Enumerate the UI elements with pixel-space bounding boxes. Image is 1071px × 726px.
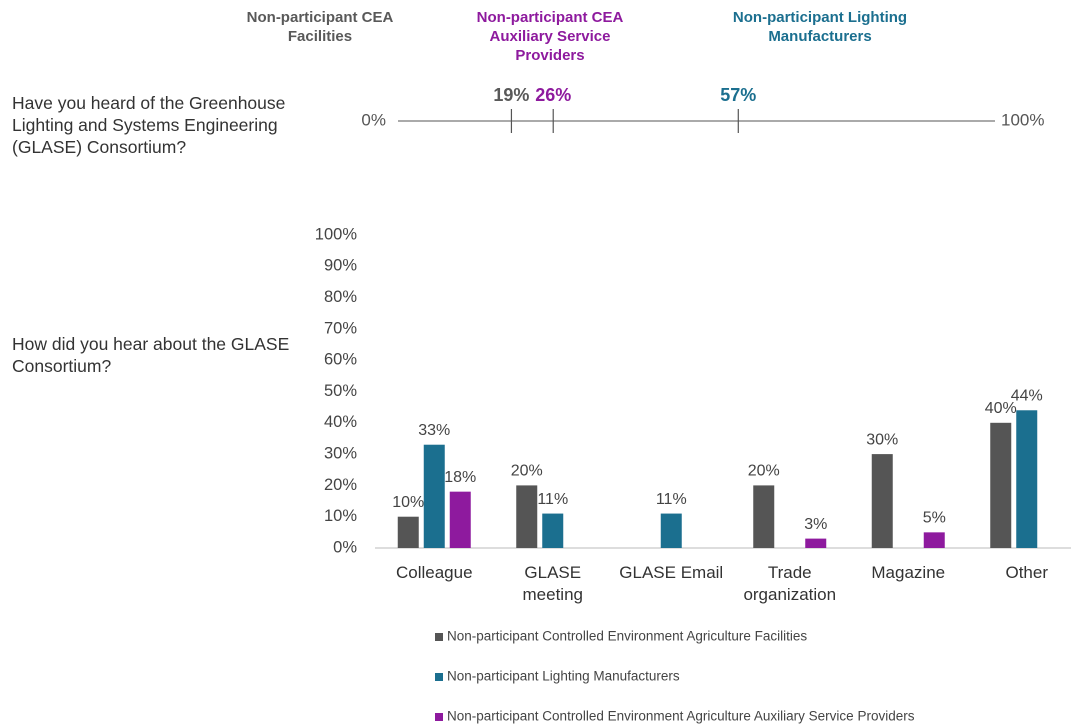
bar: [990, 422, 1012, 548]
value-label: 20%: [748, 463, 780, 480]
bar: [397, 516, 419, 548]
y-tick-label: 0%: [333, 538, 357, 556]
bar: [923, 532, 945, 548]
y-tick-label: 90%: [324, 257, 357, 275]
bar: [660, 513, 682, 548]
x-tick-label: GLASE Email: [619, 563, 724, 582]
x-tick-label: Colleague: [395, 563, 473, 582]
question-2: How did you hear about the GLASE Consort…: [12, 334, 290, 376]
value-label: 44%: [1011, 387, 1043, 404]
x-tick-label: 100%: [1001, 110, 1044, 129]
x-tick-label: Trade organization: [743, 563, 837, 604]
bar: [516, 485, 538, 548]
legend-label: Non-participant Controlled Environment A…: [447, 709, 915, 724]
value-label: 20%: [511, 463, 543, 480]
bar: [449, 491, 471, 548]
y-tick-label: 30%: [324, 444, 357, 462]
y-tick-label: 50%: [324, 382, 357, 400]
y-tick-label: 60%: [324, 351, 357, 369]
value-label: 19%: [493, 85, 529, 105]
legend-label: Non-participant Controlled Environment A…: [447, 629, 807, 644]
legend-swatch: [435, 713, 443, 721]
value-label: 26%: [535, 85, 571, 105]
value-label: 11%: [656, 491, 687, 508]
y-tick-label: 100%: [315, 225, 358, 243]
y-tick-label: 80%: [324, 288, 357, 306]
value-label: 5%: [923, 510, 946, 527]
y-tick-label: 10%: [324, 507, 357, 525]
bar: [753, 485, 775, 548]
legend-label: Non-participant Lighting Manufacturers: [447, 669, 680, 684]
bar: [1016, 410, 1038, 548]
value-label: 11%: [537, 491, 568, 508]
bar: [871, 454, 893, 548]
legend-swatch: [435, 633, 443, 641]
y-tick-label: 40%: [324, 413, 357, 431]
x-tick-label: Other: [1005, 563, 1049, 582]
value-label: 30%: [866, 431, 898, 448]
y-tick-label: 20%: [324, 476, 357, 494]
series-label: Non-participant CEA Facilities: [246, 9, 394, 45]
value-label: 40%: [985, 400, 1017, 417]
series-label: Non-participant CEA Auxiliary Service Pr…: [476, 9, 624, 64]
bar: [805, 538, 827, 548]
value-label: 10%: [392, 494, 424, 511]
legend-swatch: [435, 673, 443, 681]
x-tick-label: 0%: [361, 110, 386, 129]
series-label: Non-participant Lighting Manufacturers: [732, 9, 908, 45]
value-label: 33%: [418, 422, 450, 439]
y-tick-label: 70%: [324, 319, 357, 337]
value-label: 57%: [720, 85, 756, 105]
value-label: 3%: [804, 516, 827, 533]
bar: [423, 444, 445, 548]
value-label: 18%: [444, 469, 476, 486]
question-1: Have you heard of the Greenhouse Lightin…: [12, 93, 286, 157]
bar: [542, 513, 564, 548]
x-tick-label: Magazine: [871, 563, 946, 582]
x-tick-label: GLASE meeting: [522, 563, 583, 604]
